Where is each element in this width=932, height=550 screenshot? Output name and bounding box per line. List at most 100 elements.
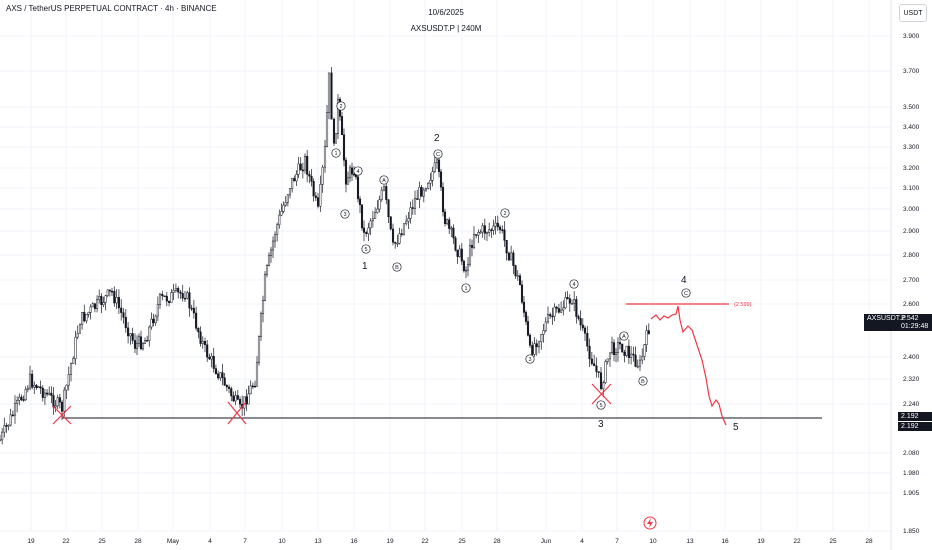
candle-body: [74, 336, 77, 359]
candle-body: [106, 289, 109, 296]
price-tick: 3.400: [903, 124, 920, 131]
candle-body: [113, 290, 116, 304]
lightning-icon[interactable]: [643, 516, 657, 530]
candle-body: [163, 295, 166, 298]
candle-body: [424, 188, 428, 191]
candle-body: [236, 395, 239, 400]
candle-body: [488, 229, 491, 233]
candle-body: [310, 175, 313, 182]
candle-body: [546, 314, 550, 323]
candle-body: [498, 226, 502, 230]
price-tick: 2.600: [903, 301, 920, 308]
candle-body: [334, 133, 338, 144]
time-tick: 16: [350, 538, 358, 545]
candle-body: [158, 293, 162, 305]
candle-body: [327, 72, 331, 113]
candle-body: [206, 344, 209, 358]
candle-body: [621, 343, 624, 353]
candle-body: [137, 336, 141, 344]
candle-body: [210, 355, 213, 360]
candle-body: [50, 392, 53, 396]
sub-wave-label: 5: [596, 400, 606, 410]
candle-body: [120, 307, 123, 313]
candle-body: [350, 167, 354, 175]
candle-body: [452, 227, 455, 239]
candle-body: [503, 229, 506, 241]
price-tick: 3.200: [903, 165, 920, 172]
candle-body: [201, 341, 204, 344]
currency-badge[interactable]: USDT: [899, 4, 927, 22]
price-scale[interactable]: 3.900 3.700 3.500 3.400 3.300 3.200 3.100 3.000…: [903, 33, 920, 535]
candle-body: [342, 134, 346, 161]
candle-body: [286, 194, 289, 203]
candle-body: [321, 166, 324, 185]
candle-body: [514, 265, 517, 277]
candle-body: [249, 385, 252, 395]
current-price-tag: AXSUSDT.P 2.542 01:29:48: [864, 314, 932, 331]
candle-body: [60, 401, 64, 412]
candle-body: [396, 242, 399, 245]
candle-body: [427, 182, 430, 189]
candle-body: [450, 227, 453, 230]
candle-body: [590, 358, 593, 364]
candle-body: [535, 343, 538, 348]
candle-body: [234, 395, 237, 402]
candle-body: [133, 340, 137, 349]
candle-body: [470, 245, 474, 248]
price-tick: 2.080: [903, 450, 920, 457]
candle-body: [219, 372, 222, 379]
candle-body: [96, 299, 99, 309]
candle-body: [553, 306, 556, 317]
chart-subtitle: AXSUSDT.P | 240M: [410, 24, 482, 33]
candle-body: [616, 342, 620, 353]
candle-body: [456, 249, 459, 257]
candle-body: [20, 396, 23, 400]
candle-body: [564, 297, 567, 309]
svg-text:B: B: [641, 379, 645, 385]
candle-body: [195, 312, 198, 329]
time-tick: 28: [865, 538, 873, 545]
candle-body: [267, 255, 271, 266]
candle-body: [26, 387, 29, 390]
chart-date: 10/6/2025: [428, 8, 464, 17]
candle-body: [108, 289, 111, 292]
candle-body: [72, 358, 75, 364]
wave-label-5: 5: [733, 422, 739, 433]
candle-body: [52, 395, 55, 408]
candle-body: [65, 384, 68, 391]
candle-body: [312, 181, 315, 197]
time-tick: 16: [721, 538, 729, 545]
candle-body: [41, 387, 44, 398]
candle-body: [308, 174, 311, 177]
candle-body: [271, 240, 275, 251]
candle-body: [443, 211, 447, 224]
svg-text:1: 1: [464, 286, 467, 292]
candle-body: [557, 308, 560, 313]
level-tag-upper: 2.192: [898, 412, 932, 421]
candle-body: [127, 327, 130, 337]
current-price-value: 2.542: [901, 315, 919, 322]
candle-body: [297, 163, 300, 175]
candle-body: [282, 204, 285, 212]
candle-body: [183, 297, 187, 300]
symbol-title[interactable]: AXS / TetherUS PERPETUAL CONTRACT · 4h ·…: [6, 4, 217, 13]
time-axis[interactable]: 19 22 25 28 May 4 7 10 13 16 19 22 25 28 Jun 4 7 10 13 16 19…: [27, 538, 873, 545]
candle-body: [531, 345, 534, 355]
candle-body: [429, 180, 432, 184]
sub-wave-label: 4: [353, 166, 363, 176]
time-tick: 19: [386, 538, 394, 545]
candle-body: [516, 275, 519, 277]
candle-body: [54, 405, 57, 408]
time-tick: 28: [134, 538, 142, 545]
candle-body: [251, 385, 254, 388]
time-tick: 7: [243, 538, 247, 545]
candle-body: [407, 218, 410, 222]
svg-text:1: 1: [334, 151, 337, 157]
sub-wave-label: B: [392, 262, 402, 272]
candle-body: [69, 363, 73, 375]
time-tick: 13: [314, 538, 322, 545]
candle-body: [46, 392, 49, 395]
candle-body: [579, 318, 582, 326]
wave-label-1: 1: [362, 261, 368, 272]
